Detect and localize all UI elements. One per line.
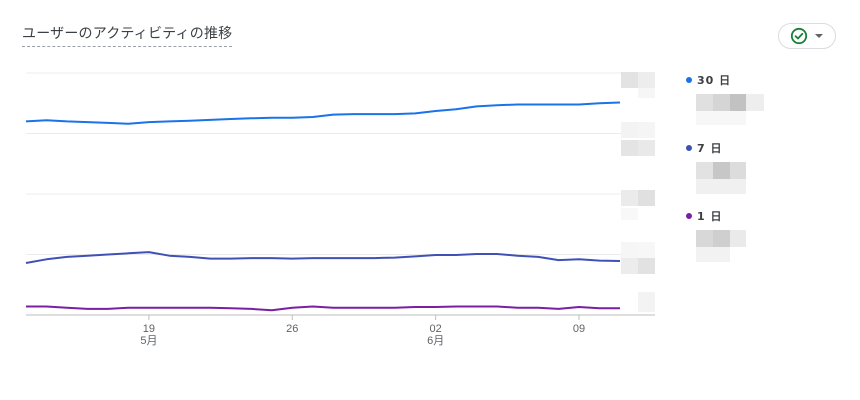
- check-circle-icon: [790, 27, 808, 45]
- status-dropdown-button[interactable]: [778, 23, 836, 49]
- x-tick-label-day: 09: [573, 323, 585, 335]
- series-line-0[interactable]: [25, 101, 621, 125]
- chart-series: [25, 101, 621, 312]
- series-line-2[interactable]: [26, 305, 620, 312]
- redacted-axis-value: [638, 258, 655, 274]
- redacted-axis-value: [638, 140, 655, 156]
- caret-down-icon: [814, 33, 824, 39]
- redacted-axis-value: [638, 88, 655, 98]
- redacted-axis-value: [621, 242, 638, 258]
- chart-legend: 30 日 7 日 1 日: [686, 72, 806, 276]
- legend-label: 30 日: [697, 74, 732, 87]
- x-tick-label-day: 02: [430, 323, 442, 335]
- x-tick-label-month: 6月: [427, 335, 444, 347]
- redacted-axis-value: [638, 242, 655, 258]
- card-title: ユーザーのアクティビティの推移: [22, 23, 233, 47]
- redacted-axis-value: [621, 140, 638, 156]
- y-axis-redacted-labels: [621, 72, 655, 312]
- chart-gridlines: [26, 72, 655, 316]
- x-tick-label-day: 26: [286, 323, 298, 335]
- legend-dot: [686, 213, 692, 219]
- x-tick-label-day: 19: [143, 323, 155, 335]
- redacted-axis-value: [638, 72, 655, 88]
- legend-item-1d[interactable]: 1 日: [686, 208, 806, 276]
- legend-item-30d[interactable]: 30 日: [686, 72, 806, 140]
- redacted-axis-value: [638, 122, 655, 138]
- redacted-axis-value: [621, 72, 638, 88]
- redacted-axis-value: [638, 190, 655, 206]
- redacted-axis-value: [621, 122, 638, 138]
- legend-label: 1 日: [697, 210, 723, 223]
- x-tick-label-month: 5月: [140, 335, 157, 347]
- redacted-axis-value: [621, 208, 638, 220]
- legend-label: 7 日: [697, 142, 723, 155]
- legend-item-7d[interactable]: 7 日: [686, 140, 806, 208]
- redacted-axis-value: [638, 292, 655, 312]
- legend-dot: [686, 77, 692, 83]
- redacted-axis-value: [621, 258, 638, 274]
- series-line-1[interactable]: [25, 251, 621, 264]
- redacted-axis-value: [621, 190, 638, 206]
- legend-dot: [686, 145, 692, 151]
